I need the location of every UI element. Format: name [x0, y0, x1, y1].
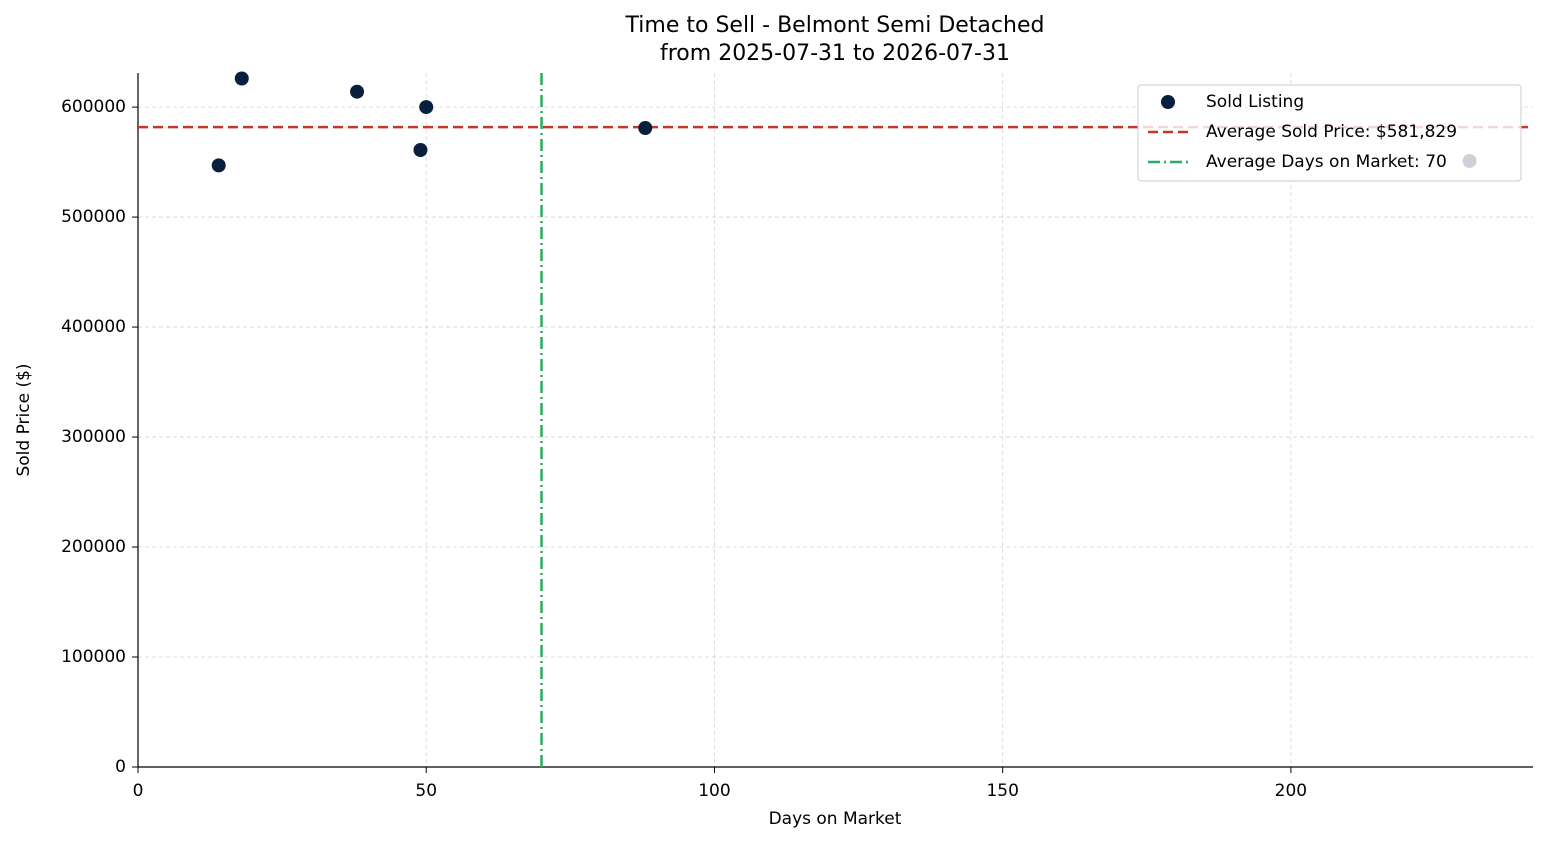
x-tick-label: 100: [698, 781, 730, 801]
legend-label: Average Days on Market: 70: [1206, 152, 1447, 172]
y-tick-label: 500000: [61, 207, 126, 227]
point: [413, 142, 428, 157]
point: [350, 84, 365, 99]
y-axis-label: Sold Price ($): [14, 363, 34, 476]
point: [211, 158, 226, 173]
chart-title: Time to Sell - Belmont Semi Detached: [625, 13, 1045, 38]
x-tick-label: 200: [1275, 781, 1307, 801]
y-tick-label: 600000: [61, 97, 126, 117]
chart-subtitle: from 2025-07-31 to 2026-07-31: [660, 41, 1010, 66]
x-tick-label: 0: [133, 781, 144, 801]
point: [638, 120, 653, 135]
legend-label: Average Sold Price: $581,829: [1206, 122, 1457, 142]
point: [419, 100, 434, 115]
y-tick-label: 300000: [61, 427, 126, 447]
y-tick-label: 0: [115, 757, 126, 777]
legend-label: Sold Listing: [1206, 92, 1304, 112]
legend-marker: [1161, 95, 1175, 109]
x-axis-label: Days on Market: [769, 809, 902, 829]
y-tick-label: 400000: [61, 317, 126, 337]
x-tick-label: 150: [986, 781, 1018, 801]
legend-box: [1137, 84, 1522, 182]
point: [234, 71, 249, 86]
y-tick-label: 200000: [61, 537, 126, 557]
y-tick-label: 100000: [61, 647, 126, 667]
x-tick-label: 50: [415, 781, 437, 801]
